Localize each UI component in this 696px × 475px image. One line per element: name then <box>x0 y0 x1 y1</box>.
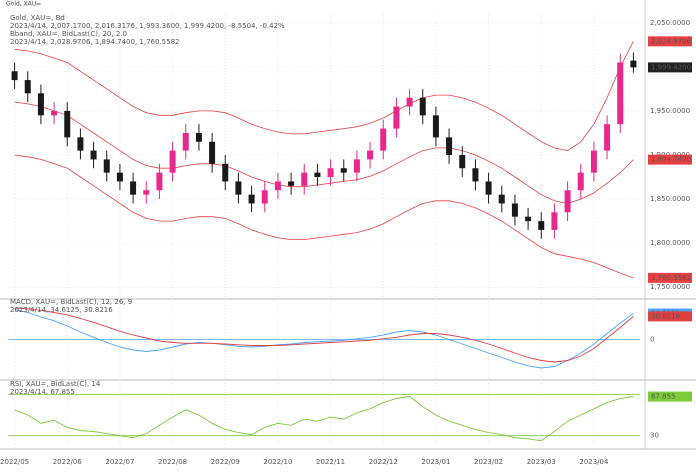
close-label: 1,999.4200 <box>651 63 691 71</box>
candle-body <box>327 168 334 178</box>
candle-body <box>90 150 97 160</box>
candle-body <box>538 221 545 230</box>
legend-line: 2023/4/14, 34.6125, 30.8216 <box>10 306 113 314</box>
legend-line: RSI, XAU=, BidLast(C), 14 <box>10 380 101 388</box>
x-tick-label: 2022/10 <box>263 458 292 466</box>
bband-lower <box>14 154 634 279</box>
x-tick-label: 2022/11 <box>316 458 345 466</box>
candle-body <box>314 172 321 178</box>
candle-body <box>380 128 387 151</box>
legend-line: 2023/4/14, 67.855 <box>10 388 75 396</box>
x-tick-label: 2023/03 <box>527 458 556 466</box>
candle-body <box>498 194 505 204</box>
candle-body <box>406 97 413 107</box>
candle-body <box>419 97 426 116</box>
band-lower-label: 1,760.5582 <box>651 274 691 282</box>
candle-body <box>103 159 110 173</box>
candle-body <box>577 172 584 191</box>
x-tick-label: 2022/05 <box>0 458 29 466</box>
candle-body <box>288 181 295 186</box>
band-upper-label-box <box>648 36 692 47</box>
indicator-line <box>14 395 634 442</box>
candle-body <box>143 190 150 195</box>
x-tick-label: 2022/12 <box>369 458 398 466</box>
candle-body <box>130 181 137 195</box>
band-lower-label-box <box>648 272 692 283</box>
legend-line: 2023/4/14, 2,028.9706, 1,894.7400, 1,760… <box>10 38 179 46</box>
candle-body <box>77 137 84 151</box>
bband-middle <box>14 101 634 204</box>
x-tick-label: 2022/08 <box>158 458 187 466</box>
candle-body <box>169 150 176 173</box>
y-tick-label: 2,050.0000 <box>650 19 690 27</box>
candle-body <box>617 62 624 125</box>
candle-body <box>24 80 31 94</box>
y-tick-label: 0 <box>650 336 654 344</box>
x-tick-label: 2022/07 <box>105 458 134 466</box>
candle-body <box>261 190 268 204</box>
indicator-last-label: 30.8216 <box>651 312 680 320</box>
band-middle-label-box <box>648 154 692 165</box>
candle-body <box>511 203 518 217</box>
candle-body <box>393 106 400 129</box>
candle-body <box>564 190 571 213</box>
candle-body <box>525 216 532 222</box>
y-tick-label: 1,800.0000 <box>650 239 690 247</box>
legend-line: Bband, XAU=, BidLast(C), 20, 2.0 <box>10 30 127 38</box>
candle-body <box>472 168 479 182</box>
candle-body <box>630 60 637 68</box>
y-tick-label: 1,950.0000 <box>650 107 690 115</box>
candle-body <box>156 172 163 191</box>
indicator-last-label-box <box>648 391 692 402</box>
candle-body <box>116 172 123 182</box>
window-title: Gold, XAU= <box>6 1 41 8</box>
candle-body <box>301 172 308 186</box>
candle-body <box>590 150 597 173</box>
indicator-line <box>14 307 634 363</box>
x-tick-label: 2023/01 <box>421 458 450 466</box>
x-tick-label: 2023/02 <box>474 458 503 466</box>
indicator-last-label: 67.855 <box>651 393 676 401</box>
candle-body <box>485 181 492 195</box>
x-tick-label: 2023/04 <box>579 458 609 466</box>
candle-body <box>182 132 189 151</box>
candle-body <box>274 181 281 191</box>
indicator-line <box>14 309 634 369</box>
legend-line: MACD, XAU=, BidLast(C), 12, 26, 9 <box>10 298 132 306</box>
band-middle-label: 1,894.7400 <box>651 156 691 164</box>
legend-line: 2023/4/14, 2,007.1700, 2,016.3176, 1,993… <box>10 22 285 30</box>
candle-body <box>459 155 466 169</box>
candle-body <box>367 150 374 160</box>
candle-body <box>340 168 347 173</box>
candle-body <box>51 110 58 116</box>
candle-body <box>37 93 44 116</box>
candle-body <box>11 71 18 81</box>
candle-body <box>222 163 229 182</box>
candle-body <box>353 159 360 173</box>
candle-body <box>64 110 71 138</box>
x-tick-label: 2022/06 <box>53 458 83 466</box>
candle-body <box>432 115 439 138</box>
legend-line: Gold, XAU=, Bd <box>10 14 65 22</box>
y-tick-label: 1,850.0000 <box>650 195 690 203</box>
candle-body <box>248 194 255 204</box>
close-label-box <box>648 62 692 73</box>
candle-body <box>446 137 453 155</box>
candle-body <box>551 212 558 230</box>
candle-body <box>604 124 611 151</box>
bband-upper <box>14 41 634 152</box>
band-upper-label: 2,028.9706 <box>651 37 692 45</box>
y-tick-label: 30 <box>650 432 659 440</box>
candle-body <box>195 132 202 142</box>
candle-body <box>235 181 242 195</box>
x-tick-label: 2022/09 <box>211 458 240 466</box>
candle-body <box>209 141 216 164</box>
indicator-last-label-box <box>648 311 692 322</box>
y-tick-label: 1,750.0000 <box>650 283 690 291</box>
